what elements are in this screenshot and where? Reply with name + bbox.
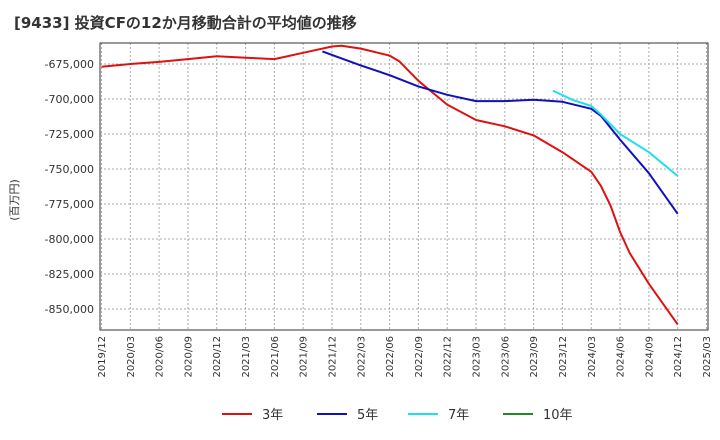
chart-title: [9433] 投資CFの12か月移動合計の平均値の推移 [14, 14, 357, 32]
y-tick-label: -825,000 [45, 268, 94, 281]
x-tick-label: 2022/03 [356, 336, 367, 378]
x-tick-label: 2020/06 [155, 336, 166, 378]
x-tick-label: 2021/03 [241, 336, 252, 378]
x-tick-label: 2023/12 [558, 336, 569, 378]
x-tick-label: 2020/09 [183, 336, 194, 378]
legend-label: 10年 [543, 408, 573, 423]
series-line-3年 [101, 44, 679, 325]
y-axis-label: (百万円) [8, 179, 21, 221]
legend-label: 7年 [448, 408, 469, 423]
legend: 3年 5年 7年 10年 [222, 408, 573, 423]
legend-label: 3年 [262, 408, 283, 423]
y-tick-label: -700,000 [45, 93, 94, 106]
y-tick-label: -750,000 [45, 163, 94, 176]
x-tick-label: 2025/03 [702, 336, 713, 378]
x-tick-label: 2023/09 [529, 336, 540, 378]
x-tick-label: 2023/06 [500, 336, 511, 378]
y-tick-label: -675,000 [45, 58, 94, 71]
y-tick-label: -850,000 [45, 303, 94, 316]
series-line-7年 [552, 89, 679, 177]
x-tick-label: 2021/12 [327, 336, 338, 378]
x-tick-label: 2021/09 [299, 336, 310, 378]
x-tick-label: 2022/09 [414, 336, 425, 378]
x-tick-label: 2020/12 [212, 336, 223, 378]
x-tick-label: 2024/09 [644, 336, 655, 378]
x-tick-label: 2022/12 [443, 336, 454, 378]
x-tick-label: 2019/12 [97, 336, 108, 378]
x-axis-ticks: 2019/12 2020/03 2020/06 2020/09 2020/12 2021/… [97, 336, 713, 378]
x-tick-label: 2023/03 [472, 336, 483, 378]
plot-area [99, 42, 709, 331]
x-tick-label: 2021/06 [270, 336, 281, 378]
series-line-5年 [322, 50, 679, 215]
x-tick-label: 2024/12 [673, 336, 684, 378]
series-lines [101, 44, 679, 325]
y-tick-label: -800,000 [45, 233, 94, 246]
x-tick-label: 2024/03 [587, 336, 598, 378]
x-tick-label: 2020/03 [126, 336, 137, 378]
y-tick-label: -775,000 [45, 198, 94, 211]
x-tick-label: 2024/06 [616, 336, 627, 378]
x-tick-label: 2022/06 [385, 336, 396, 378]
y-axis-ticks: -675,000 -700,000 -725,000 -750,000 -775,000… [45, 58, 94, 316]
grid-lines [100, 43, 708, 330]
legend-label: 5年 [357, 408, 378, 423]
y-tick-label: -725,000 [45, 128, 94, 141]
